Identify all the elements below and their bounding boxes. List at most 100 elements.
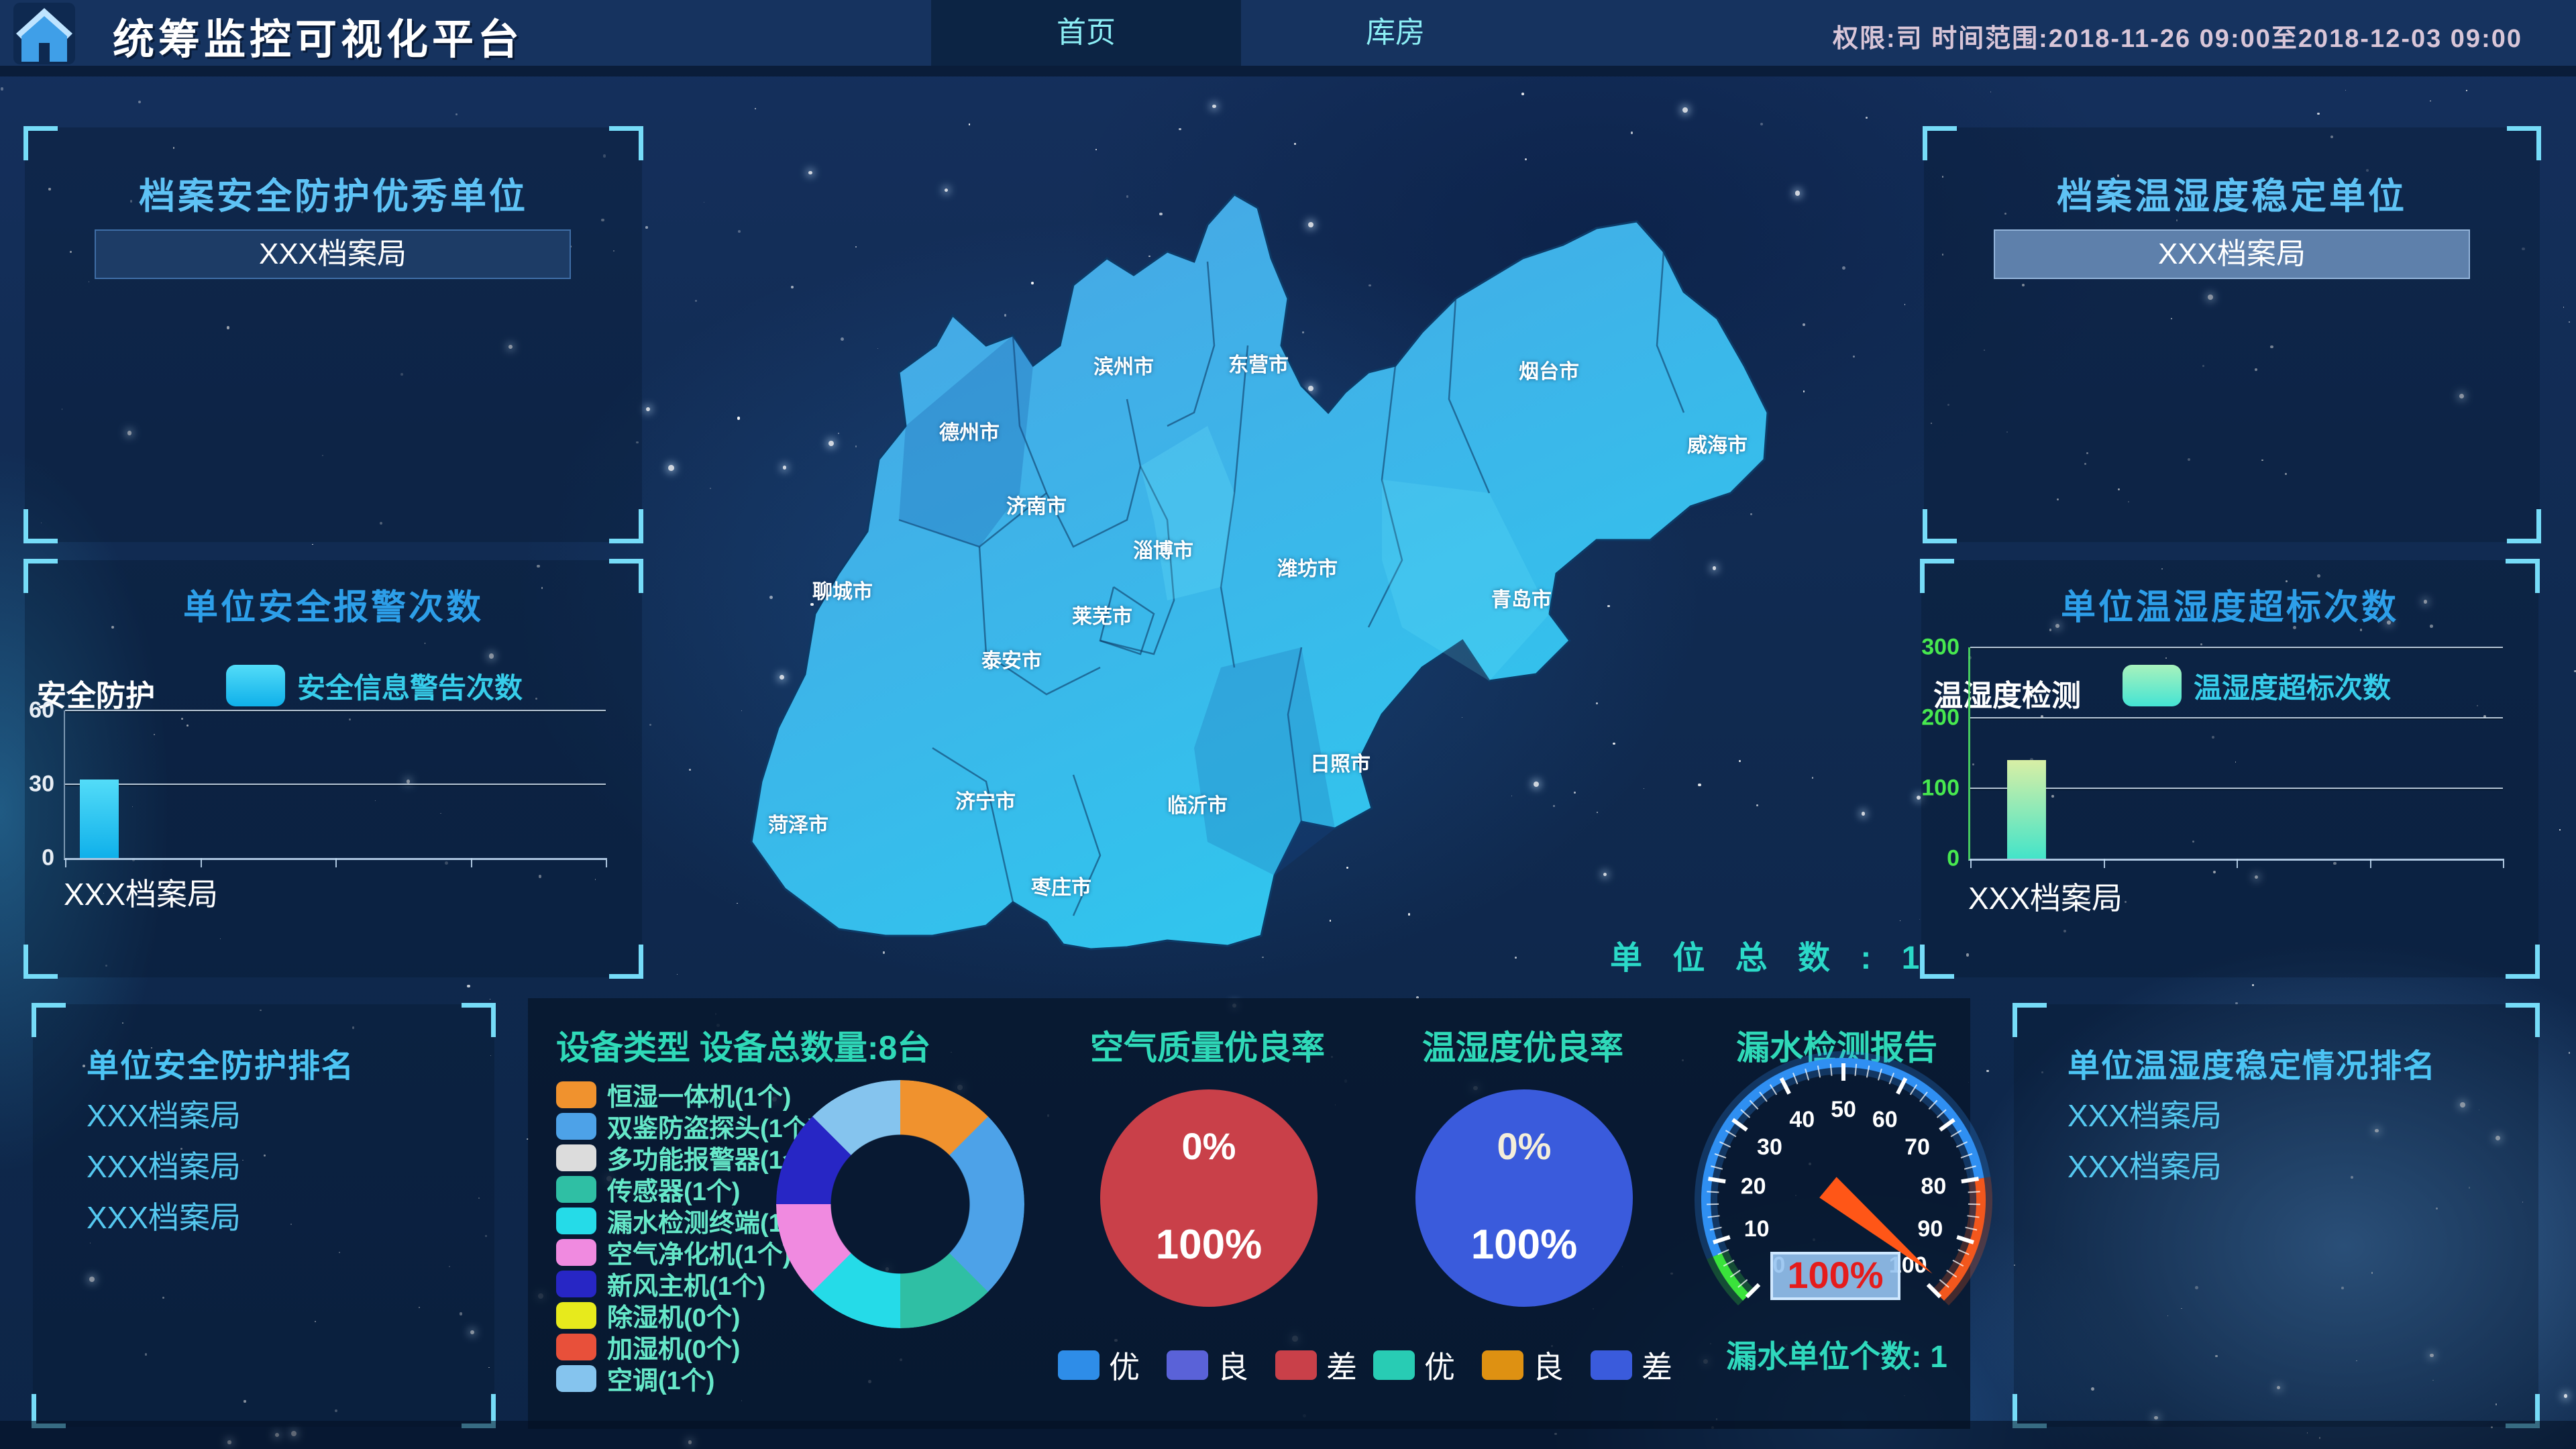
legend-label: 双鉴防盗探头(1个)	[607, 1115, 817, 1143]
legend-swatch	[556, 1238, 596, 1266]
ranking-item: XXX档案局	[87, 1149, 241, 1184]
device-legend: 恒湿一体机(1个) 双鉴防盗探头(1个) 多功能报警器(1个) 传感器(1个) 漏水检测…	[556, 1079, 817, 1395]
air-quality-legend: 优良差	[1006, 1343, 1409, 1387]
city-borders	[898, 251, 1685, 916]
panel-humidity-stable-units: 档案温湿度稳定单位 XXX档案局	[1923, 126, 2541, 543]
corner-bracket	[23, 126, 58, 160]
corner-bracket	[23, 559, 58, 593]
air-quality-pie: 0% 100%	[1100, 1089, 1318, 1307]
svg-text:70: 70	[1904, 1134, 1930, 1160]
leak-gauge: 0102030405060708090100	[1695, 1051, 1992, 1305]
device-legend-item[interactable]: 空调(1个)	[556, 1362, 816, 1395]
legend-label: 良	[1533, 1350, 1564, 1385]
corner-bracket	[609, 559, 643, 593]
city-label: 枣庄市	[1030, 876, 1091, 899]
legend-label: 良	[1218, 1350, 1248, 1385]
city-label: 青岛市	[1491, 588, 1552, 611]
corner-bracket	[2507, 509, 2541, 543]
device-donut-chart	[776, 1080, 1024, 1328]
device-legend-item[interactable]: 除湿机(0个)	[556, 1299, 816, 1332]
legend-label: 安全信息警告次数	[297, 672, 523, 704]
pie-legend-item[interactable]: 良	[1167, 1343, 1248, 1387]
corner-bracket	[609, 126, 643, 160]
shandong-map[interactable]: 滨州市 东营市 烟台市 威海市 德州市 济南市 淄博市 潍坊市 青岛市 聊城市 莱芜市 泰安市 菏泽市 济…	[684, 121, 1784, 953]
device-legend-item[interactable]: 多功能报警器(1个)	[556, 1142, 816, 1175]
legend-swatch	[556, 1112, 596, 1140]
legend-item[interactable]: 安全信息警告次数	[226, 665, 523, 706]
city-label: 淄博市	[1133, 539, 1193, 562]
panel-humidity-ranking: 单位温湿度稳定情况排名 XXX档案局 XXX档案局	[2012, 1003, 2540, 1428]
gauge-value-badge: 100%	[1770, 1252, 1900, 1300]
legend-swatch	[556, 1144, 596, 1171]
svg-text:30: 30	[1757, 1134, 1782, 1160]
svg-text:40: 40	[1789, 1107, 1815, 1132]
legend-swatch	[556, 1333, 596, 1360]
device-legend-item[interactable]: 加湿机(0个)	[556, 1331, 816, 1364]
city-label: 威海市	[1687, 434, 1748, 457]
tab-home[interactable]: 首页	[931, 0, 1241, 66]
city-shading	[899, 335, 1550, 875]
tab-warehouse[interactable]: 库房	[1366, 16, 1425, 49]
corner-bracket	[1920, 945, 1954, 979]
app-title: 统筹监控可视化平台	[113, 17, 524, 63]
corner-bracket	[2506, 1394, 2540, 1428]
permission-and-timerange: 权限:司 时间范围:2018-11-26 09:00至2018-12-03 09…	[1832, 25, 2522, 53]
legend-swatch	[556, 1364, 596, 1392]
y-axis-name: 温湿度检测	[1933, 680, 2081, 712]
device-legend-item[interactable]: 传感器(1个)	[556, 1173, 816, 1206]
device-legend-item[interactable]: 空气净化机(1个)	[556, 1236, 816, 1269]
city-label: 潍坊市	[1277, 557, 1338, 580]
pie-legend-item[interactable]: 差	[1591, 1343, 1672, 1387]
bar-chart-security: 60 30 0	[29, 698, 607, 871]
pie-legend-item[interactable]: 优	[1058, 1343, 1140, 1387]
legend-swatch	[556, 1081, 596, 1108]
legend-swatch	[556, 1270, 596, 1297]
device-legend-item[interactable]: 恒湿一体机(1个)	[556, 1079, 816, 1112]
corner-bracket	[1923, 126, 1957, 160]
corner-bracket	[23, 509, 58, 543]
bar-chart-humidity: 300 200 100 0	[1921, 635, 2504, 871]
bar-humidity_bar	[2007, 760, 2046, 859]
legend-label: 差	[1326, 1350, 1357, 1385]
corner-bracket	[32, 1003, 66, 1037]
city-label: 临沂市	[1167, 794, 1228, 817]
corner-bracket	[2506, 559, 2540, 593]
svg-text:10: 10	[1744, 1216, 1770, 1242]
city-label: 莱芜市	[1072, 605, 1132, 628]
corner-bracket	[609, 945, 643, 979]
pie-legend-item[interactable]: 优	[1373, 1343, 1455, 1387]
city-label: 菏泽市	[768, 814, 828, 837]
legend-label: 恒湿一体机(1个)	[607, 1083, 792, 1112]
corner-bracket	[32, 1394, 66, 1428]
legend-swatch	[556, 1301, 596, 1329]
legend-swatch	[1591, 1350, 1632, 1380]
ranking-item: XXX档案局	[2068, 1098, 2222, 1133]
leak-units-count: 漏水单位个数: 1	[1726, 1339, 1947, 1374]
corner-bracket	[2012, 1394, 2047, 1428]
legend-label: 优	[1109, 1350, 1140, 1385]
device-legend-item[interactable]: 新风主机(1个)	[556, 1268, 816, 1301]
province-outline[interactable]	[750, 193, 1769, 951]
ranking-item: XXX档案局	[87, 1200, 241, 1235]
device-legend-item[interactable]: 双鉴防盗探头(1个)	[556, 1110, 817, 1143]
legend-swatch	[1482, 1350, 1523, 1380]
y-axis-name: 安全防护	[37, 680, 155, 712]
panel-title: 档案安全防护优秀单位	[139, 176, 528, 217]
legend-item[interactable]: 温湿度超标次数	[2123, 665, 2391, 706]
x-axis-label: XXX档案局	[1968, 881, 2123, 916]
pie-legend-item[interactable]: 良	[1482, 1343, 1564, 1387]
ranking-list: XXX档案局 XXX档案局	[2068, 1090, 2222, 1192]
pie-value-top: 0%	[1181, 1125, 1236, 1167]
legend-swatch	[1275, 1350, 1317, 1380]
city-label: 济南市	[1006, 495, 1067, 518]
pie-value-top: 0%	[1497, 1125, 1552, 1167]
city-label: 滨州市	[1093, 356, 1154, 378]
pie-value-bottom: 100%	[1155, 1222, 1263, 1268]
chart-title: 单位温湿度超标次数	[2060, 588, 2399, 627]
pie-legend-item[interactable]: 差	[1275, 1343, 1357, 1387]
legend-swatch	[226, 665, 285, 706]
gauge-needle	[1819, 1177, 1933, 1274]
home-logo-icon	[12, 1, 76, 66]
panel-title: 档案温湿度稳定单位	[2057, 176, 2407, 217]
city-label: 聊城市	[812, 580, 873, 603]
